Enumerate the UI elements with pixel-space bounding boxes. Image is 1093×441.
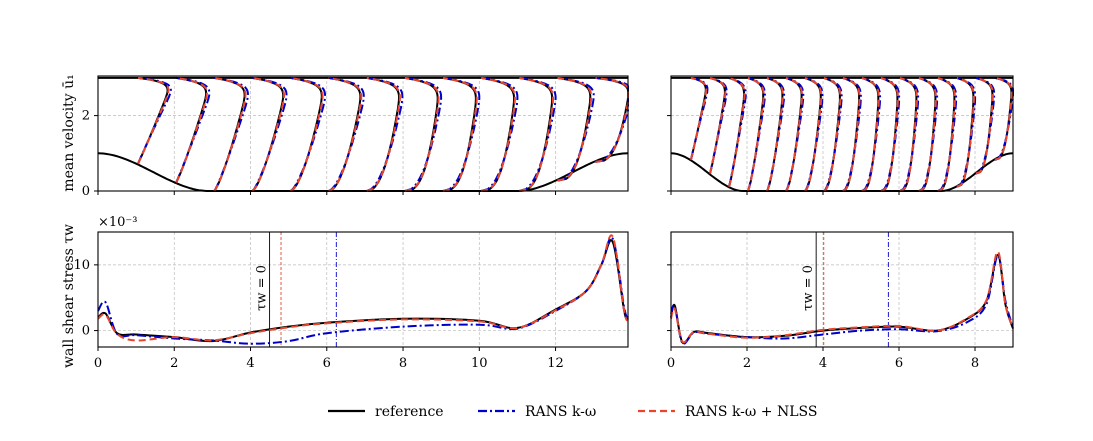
legend-label-reference: reference: [375, 404, 444, 420]
profile-nlss: [137, 76, 170, 165]
profile-nlss: [557, 76, 593, 182]
y-tick-label: 0: [82, 324, 90, 339]
profile-nlss: [823, 76, 842, 192]
profile-rans: [690, 76, 709, 161]
axes-frame-shear-left: [97, 231, 629, 348]
axes-frame-velocity-left: [97, 75, 629, 192]
profile-nlss: [366, 76, 401, 192]
axes-frame-velocity-right: [670, 75, 1014, 192]
profile-nlss: [861, 76, 880, 192]
series-line-rans-k-nlss: [97, 234, 629, 342]
x-tick-label: 2: [170, 356, 178, 371]
profile-reference: [289, 76, 323, 192]
y-tick-label: 10: [73, 258, 90, 273]
ylabel-shear: wall shear stress τw: [61, 224, 77, 368]
profile-rans: [290, 76, 327, 192]
profile-nlss: [213, 76, 247, 192]
legend: reference RANS k-ω RANS k-ω + NLSS: [328, 404, 817, 420]
axes-frame-shear-right: [670, 231, 1014, 348]
profile-rans: [213, 76, 249, 192]
hill-wall: [97, 152, 629, 192]
profile-reference: [175, 76, 208, 183]
profile-nlss: [289, 76, 324, 192]
series-line-rans-k-nlss: [670, 250, 1014, 344]
profile-nlss: [956, 76, 975, 188]
x-tick-label: 8: [971, 356, 979, 371]
x-tick-label: 12: [547, 356, 564, 371]
legend-label-nlss: RANS k-ω + NLSS: [685, 404, 817, 420]
profile-nlss: [175, 76, 208, 183]
profile-nlss: [918, 76, 937, 192]
profile-reference: [727, 76, 746, 188]
profile-rans: [251, 76, 288, 192]
profile-nlss: [994, 76, 1013, 161]
series-line-reference: [97, 239, 629, 343]
profile-nlss: [328, 76, 363, 192]
profile-rans: [557, 76, 595, 182]
profile-nlss: [519, 76, 554, 192]
profile-rans: [175, 76, 211, 183]
x-tick-label: 4: [819, 356, 827, 371]
profile-rans: [975, 76, 996, 175]
profile-nlss: [766, 76, 784, 192]
profile-rans: [519, 76, 557, 192]
x-tick-label: 0: [94, 356, 102, 371]
profile-reference: [251, 76, 285, 192]
profile-rans: [404, 76, 443, 192]
profile-rans: [328, 76, 365, 192]
x-tick-label: 4: [246, 356, 254, 371]
profile-reference: [766, 76, 784, 192]
profile-nlss: [404, 76, 440, 192]
multiplier-label: ×10⁻³: [98, 215, 138, 230]
x-tick-label: 6: [323, 356, 331, 371]
profile-rans: [709, 76, 728, 174]
profile-nlss: [708, 76, 727, 174]
series-line-reference: [670, 253, 1014, 345]
profile-rans: [442, 76, 481, 192]
profile-nlss: [480, 76, 516, 192]
tau-zero-annotation: τw = 0: [255, 265, 270, 311]
profile-nlss: [899, 76, 918, 192]
profile-reference: [746, 76, 765, 192]
profile-reference: [785, 76, 803, 192]
legend-label-rans: RANS k-ω: [525, 404, 596, 420]
profile-reference: [137, 76, 169, 165]
profile-rans: [481, 76, 519, 192]
profile-nlss: [442, 76, 478, 192]
x-tick-label: 0: [667, 356, 675, 371]
x-tick-label: 10: [471, 356, 488, 371]
profile-nlss: [689, 76, 708, 161]
profile-nlss: [804, 76, 823, 192]
profile-nlss: [727, 76, 746, 188]
profile-nlss: [937, 76, 956, 192]
y-tick-label: 0: [82, 184, 90, 199]
profile-reference: [708, 76, 726, 174]
x-tick-label: 8: [399, 356, 407, 371]
profile-nlss: [251, 76, 286, 192]
profile-rans: [366, 76, 404, 192]
x-tick-label: 6: [895, 356, 903, 371]
profile-nlss: [842, 76, 861, 192]
y-tick-label: 2: [82, 109, 90, 124]
profile-nlss: [785, 76, 803, 192]
series-line-rans-k-: [97, 236, 629, 345]
ylabel-velocity: mean velocity ū₁: [61, 74, 77, 191]
tau-zero-annotation: τw = 0: [801, 265, 816, 311]
profile-nlss: [880, 76, 899, 192]
x-tick-label: 2: [743, 356, 751, 371]
profile-nlss: [746, 76, 765, 192]
profile-reference: [213, 76, 246, 192]
